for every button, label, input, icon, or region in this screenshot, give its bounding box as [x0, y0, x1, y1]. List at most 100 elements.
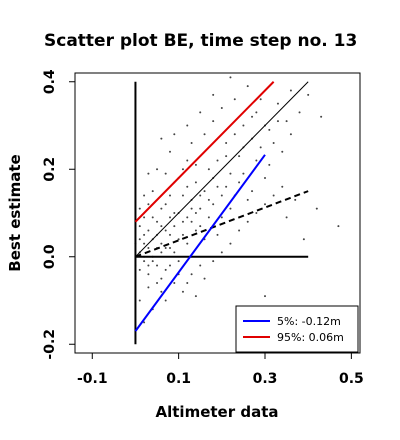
- data-point: [194, 181, 197, 184]
- data-point: [160, 137, 163, 140]
- data-point: [186, 124, 189, 127]
- reference-lines: [134, 81, 309, 345]
- y-tick-label: 0.0: [42, 244, 58, 269]
- data-point: [181, 290, 184, 293]
- x-axis: -0.1 0.1 0.3 0.5: [77, 353, 364, 387]
- data-point: [199, 207, 202, 210]
- data-point: [186, 159, 189, 162]
- data-point: [173, 225, 176, 228]
- data-point: [156, 220, 159, 223]
- data-point: [251, 115, 254, 118]
- data-point: [238, 155, 241, 158]
- data-point: [177, 260, 180, 263]
- data-point: [220, 216, 223, 219]
- y-tick-label: 0.4: [42, 69, 58, 94]
- data-point: [220, 107, 223, 109]
- data-point: [186, 282, 189, 284]
- data-point: [203, 133, 206, 136]
- x-tick-label: 0.3: [253, 371, 278, 387]
- data-point: [186, 216, 189, 219]
- data-point: [199, 264, 202, 267]
- data-point: [143, 216, 146, 219]
- data-point: [220, 251, 223, 254]
- data-point: [259, 98, 262, 101]
- regression-line: [135, 190, 309, 258]
- data-point: [173, 133, 176, 136]
- data-point: [203, 277, 206, 280]
- data-point: [281, 150, 284, 153]
- data-point: [268, 128, 271, 131]
- data-point: [199, 111, 202, 114]
- data-point: [255, 111, 258, 114]
- data-point: [164, 229, 167, 232]
- data-point: [285, 216, 288, 219]
- data-point: [147, 247, 150, 249]
- data-point: [259, 146, 262, 149]
- data-point: [276, 102, 279, 105]
- y-tick-label: 0.2: [42, 157, 58, 182]
- data-point: [181, 194, 184, 197]
- data-point: [143, 233, 146, 236]
- legend-label-0: 5%: -0.12m: [277, 315, 341, 328]
- data-point: [212, 120, 215, 123]
- data-point: [212, 93, 215, 96]
- data-point: [216, 185, 219, 188]
- data-point: [156, 264, 159, 267]
- data-point: [138, 238, 141, 241]
- data-point: [264, 177, 266, 179]
- data-point: [156, 282, 159, 284]
- data-point: [164, 247, 167, 249]
- x-tick-label: 0.5: [339, 371, 364, 387]
- data-point: [147, 172, 150, 175]
- data-point: [337, 225, 340, 228]
- data-point: [207, 168, 210, 171]
- data-point: [251, 190, 254, 193]
- data-point: [190, 273, 193, 276]
- data-point: [194, 212, 197, 214]
- data-point: [264, 203, 266, 206]
- x-tick-label: 0.1: [166, 371, 191, 387]
- data-point: [186, 242, 189, 245]
- data-point: [143, 260, 146, 263]
- legend-label-1: 95%: 0.06m: [277, 331, 344, 344]
- series-line-1: [134, 81, 275, 223]
- data-point: [229, 207, 232, 210]
- data-point: [147, 229, 150, 232]
- data-point: [173, 212, 176, 214]
- data-point: [181, 220, 184, 223]
- data-point: [294, 198, 297, 201]
- data-point: [289, 89, 292, 92]
- data-point: [147, 203, 150, 206]
- data-point: [315, 207, 318, 210]
- data-point: [242, 124, 245, 127]
- data-point: [181, 233, 184, 236]
- data-point: [169, 247, 171, 249]
- data-point: [199, 194, 202, 197]
- data-point: [160, 290, 163, 293]
- data-point: [272, 142, 275, 144]
- data-point: [138, 299, 141, 302]
- data-point: [242, 172, 245, 175]
- data-point: [238, 181, 241, 184]
- data-point: [190, 207, 193, 210]
- data-point: [151, 216, 154, 219]
- data-point: [220, 194, 223, 197]
- data-point: [276, 120, 279, 123]
- data-point: [285, 120, 288, 123]
- data-point: [160, 251, 163, 254]
- data-point: [229, 172, 232, 175]
- data-point: [143, 321, 146, 324]
- data-point: [138, 207, 141, 210]
- data-point: [190, 220, 193, 223]
- data-point: [169, 216, 171, 219]
- data-point: [160, 242, 163, 245]
- data-point: [264, 295, 266, 298]
- data-point: [194, 229, 197, 232]
- data-point: [194, 295, 197, 298]
- x-tick-label: -0.1: [77, 371, 108, 387]
- data-point: [298, 111, 301, 114]
- data-point: [212, 203, 215, 206]
- data-point: [160, 207, 163, 210]
- data-point: [160, 277, 163, 280]
- data-point: [246, 198, 249, 201]
